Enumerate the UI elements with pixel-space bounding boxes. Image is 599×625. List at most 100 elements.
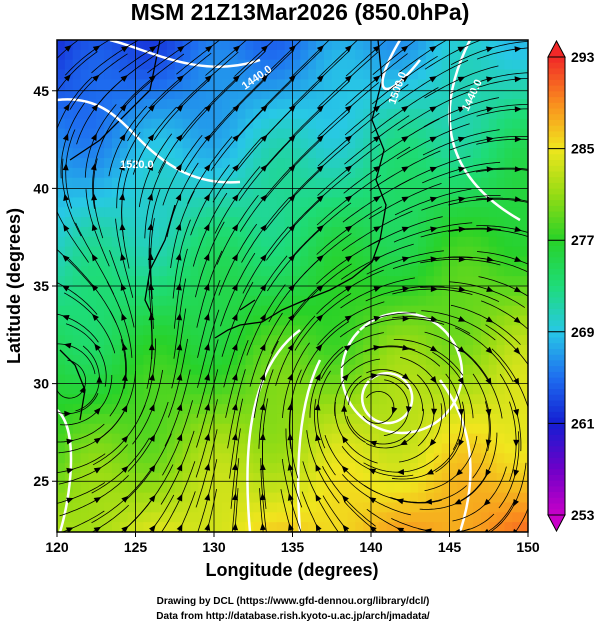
field-cell	[64, 276, 74, 287]
field-cell	[64, 295, 74, 307]
field-cell	[229, 138, 239, 149]
field-cell	[441, 374, 451, 385]
field-cell	[253, 158, 262, 169]
field-cell	[363, 69, 372, 80]
stream-arrow	[341, 404, 348, 412]
field-cell	[206, 246, 215, 258]
field-cell	[520, 453, 528, 464]
field-cell	[300, 197, 309, 208]
field-cell	[72, 266, 82, 277]
field-cell	[182, 482, 192, 494]
field-cell	[72, 187, 82, 199]
field-cell	[300, 246, 309, 258]
field-cell	[206, 354, 215, 366]
field-cell	[119, 413, 129, 425]
field-cell	[245, 305, 254, 317]
field-cell	[96, 364, 105, 376]
field-cell	[402, 236, 411, 248]
field-cell	[347, 167, 356, 179]
field-cell	[308, 226, 317, 238]
field-cell	[245, 354, 254, 366]
stream-arrow	[91, 223, 98, 232]
field-cell	[221, 335, 231, 346]
field-cell	[300, 266, 309, 277]
field-cell	[363, 492, 372, 504]
field-cell	[488, 89, 498, 100]
field-cell	[214, 246, 223, 258]
field-cell	[206, 335, 215, 346]
field-cell	[386, 384, 396, 395]
field-cell	[449, 108, 458, 120]
field-cell	[496, 266, 506, 277]
field-cell	[441, 187, 451, 199]
field-cell	[253, 315, 262, 326]
field-cell	[512, 138, 521, 149]
field-cell	[378, 256, 388, 267]
x-tick-label: 135	[281, 539, 305, 555]
field-cell	[410, 99, 419, 110]
field-cell	[496, 482, 506, 494]
colorbar-cell	[548, 268, 565, 276]
field-cell	[425, 453, 435, 464]
field-cell	[276, 423, 286, 435]
colorbar-tick-label: 261	[571, 415, 595, 431]
field-cell	[300, 236, 309, 248]
field-cell	[229, 118, 239, 130]
field-cell	[323, 108, 333, 120]
field-cell	[488, 325, 498, 336]
stream-arrow	[63, 342, 72, 349]
field-cell	[425, 207, 435, 218]
field-cell	[198, 492, 207, 504]
field-cell	[323, 148, 333, 159]
stream-arrow	[148, 313, 155, 321]
field-cell	[292, 286, 301, 297]
stream-arrow	[458, 226, 466, 233]
field-cell	[182, 118, 192, 130]
stream-arrow	[485, 468, 492, 477]
stream-arrow	[373, 315, 382, 322]
field-cell	[308, 472, 317, 484]
stream-arrow	[63, 193, 70, 202]
field-cell	[190, 207, 199, 218]
field-cell	[433, 512, 443, 523]
field-cell	[363, 286, 372, 297]
field-cell	[159, 128, 168, 139]
field-cell	[402, 492, 411, 504]
field-cell	[371, 453, 380, 464]
field-cell	[504, 472, 513, 484]
field-cell	[104, 354, 113, 366]
field-cell	[276, 453, 286, 464]
field-cell	[276, 276, 286, 287]
field-cell	[339, 413, 349, 425]
field-cell	[111, 256, 121, 267]
field-cell	[355, 404, 364, 415]
field-cell	[465, 276, 474, 287]
field-cell	[488, 69, 498, 80]
field-cell	[488, 246, 498, 258]
field-cell	[151, 472, 160, 484]
field-cell	[245, 413, 254, 425]
stream-arrow	[204, 523, 211, 531]
field-cell	[72, 453, 82, 464]
stream-arrow	[259, 493, 266, 501]
field-cell	[206, 167, 215, 179]
credit: Drawing by DCL (https://www.gfd-dennou.o…	[157, 596, 430, 607]
field-cell	[182, 217, 192, 228]
field-cell	[229, 236, 239, 248]
field-cell	[190, 482, 199, 494]
field-cell	[449, 59, 458, 71]
field-cell	[386, 453, 396, 464]
field-cell	[425, 522, 435, 532]
field-cell	[323, 315, 333, 326]
field-cell	[214, 236, 223, 248]
field-cell	[394, 443, 403, 454]
field-cell	[261, 128, 270, 139]
stream-arrow	[486, 136, 494, 143]
field-cell	[159, 394, 168, 405]
stream-arrow	[458, 166, 466, 173]
colorbar-tick-label: 293	[571, 49, 595, 65]
field-cell	[331, 305, 341, 317]
field-cell	[88, 89, 97, 100]
field-cell	[418, 256, 427, 267]
field-cell	[363, 354, 372, 366]
